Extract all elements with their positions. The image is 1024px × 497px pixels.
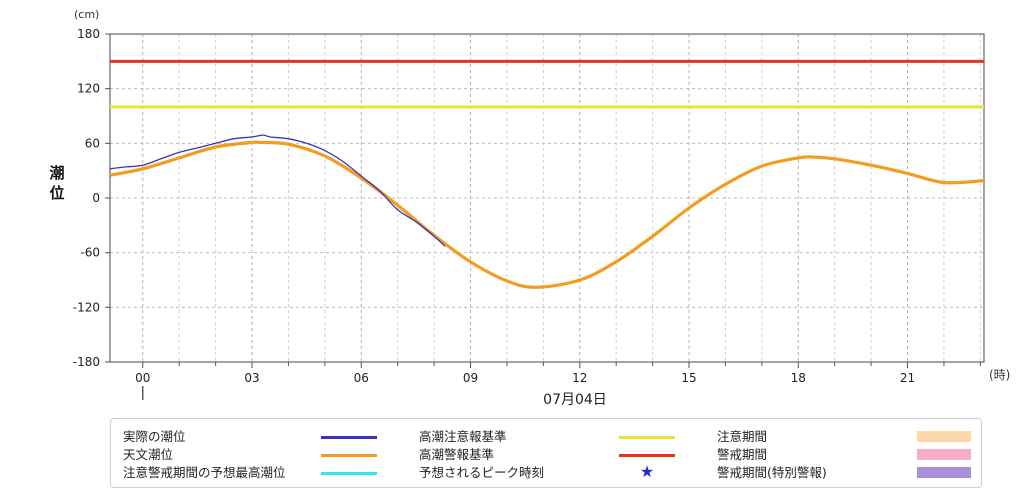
x-unit-label: (時) [989, 368, 1010, 382]
x-tick-label: 03 [244, 371, 259, 385]
observed-tide-line [109, 134, 446, 247]
legend-line-swatch [321, 436, 377, 439]
y-tick-label: 60 [85, 136, 100, 150]
legend-item: 注意警戒期間の予想最高潮位 [111, 464, 971, 482]
star-icon: ★ [639, 462, 655, 481]
y-tick-label: 0 [92, 191, 100, 205]
legend-label: 実際の潮位 [123, 429, 186, 444]
legend-box-swatch [917, 431, 971, 442]
legend-box-swatch [917, 467, 971, 478]
y-tick-label: 180 [77, 27, 100, 41]
legend-line-swatch [321, 472, 377, 475]
legend-line-swatch [619, 454, 675, 457]
legend-item: 高潮注意報基準 [111, 428, 971, 446]
legend-item: 天文潮位 [111, 446, 971, 464]
date-label: 07月04日 [543, 392, 607, 408]
grid [110, 34, 984, 362]
x-tick-label: 18 [791, 371, 806, 385]
x-tick-label: 15 [681, 371, 696, 385]
y-axis-title: 潮位 [49, 164, 64, 202]
legend-item: 予想されるピーク時刻 ★ [111, 462, 971, 482]
legend-label: 高潮警報基準 [419, 447, 495, 462]
legend-item: 警戒期間(特別警報) [111, 464, 971, 482]
legend: 実際の潮位 天文潮位 注意警戒期間の予想最高潮位 高潮注意報基準 高潮警報基準 予想される… [110, 418, 982, 488]
legend-item: 高潮警報基準 [111, 446, 971, 464]
legend-label: 注意警戒期間の予想最高潮位 [123, 465, 286, 480]
x-tick-label: 09 [463, 371, 478, 385]
plot-frame [109, 33, 985, 363]
y-tick-label: 120 [77, 82, 100, 96]
x-tick-label: 00 [135, 371, 150, 385]
legend-label: 天文潮位 [123, 447, 174, 462]
legend-label: 警戒期間 [717, 447, 768, 462]
legend-label: 警戒期間(特別警報) [717, 465, 827, 480]
legend-box-swatch [917, 449, 971, 460]
tide-chart: -180 -120 -60 0 60 120 180 00 03 06 09 12 15 18 21 (cm… [49, 8, 1010, 408]
y-unit-label: (cm) [74, 8, 99, 21]
axes: -180 -120 -60 0 60 120 180 00 03 06 09 12 15 18 21 [73, 27, 985, 400]
legend-item: 注意期間 [111, 428, 971, 446]
series [109, 59, 985, 289]
legend-label: 注意期間 [717, 429, 768, 444]
legend-item: 実際の潮位 [111, 428, 971, 446]
astronomical-tide-line [109, 140, 985, 289]
y-tick-label: -180 [73, 355, 100, 369]
y-tick-label: -60 [80, 246, 100, 260]
legend-label: 高潮注意報基準 [419, 429, 507, 444]
legend-label: 予想されるピーク時刻 [419, 465, 545, 480]
legend-item: 警戒期間 [111, 446, 971, 464]
legend-line-swatch [619, 436, 675, 439]
y-tick-label: -120 [73, 300, 100, 314]
x-tick-label: 06 [354, 371, 369, 385]
legend-line-swatch [321, 454, 377, 457]
x-tick-label: 21 [900, 371, 915, 385]
x-tick-label: 12 [572, 371, 587, 385]
